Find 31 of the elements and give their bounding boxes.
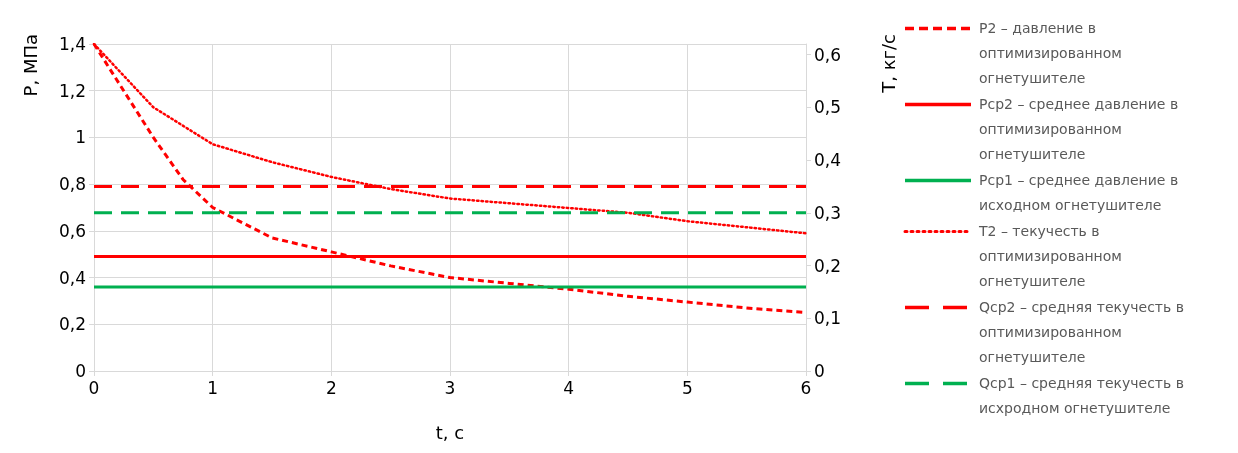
x-axis-title: t, с bbox=[435, 421, 465, 443]
y-tick-label: 1,4 bbox=[58, 34, 86, 54]
x-tick-label: 3 bbox=[444, 377, 456, 398]
y-axis-title: P, МПа bbox=[19, 34, 41, 97]
y2-tick-label: 0,1 bbox=[814, 308, 842, 329]
x-tick-label: 0 bbox=[88, 377, 100, 398]
y-tick-label: 0 bbox=[75, 361, 86, 381]
y-tick-label: 0,4 bbox=[58, 267, 86, 288]
legend-label: Pср2 – среднее давление в оптимизированном огнетушителе bbox=[979, 95, 1180, 164]
y-tick-label: 0,8 bbox=[58, 174, 86, 195]
y2-tick-label: 0 bbox=[814, 361, 825, 381]
x-tick-label: 1 bbox=[207, 377, 219, 398]
legend-label: Qср1 – средняя текучесть в исхродном огнетушителе bbox=[979, 374, 1185, 418]
x-tick-label: 2 bbox=[325, 377, 337, 398]
y2-tick-label: 0,5 bbox=[814, 97, 842, 118]
y2-tick-label: 0,6 bbox=[814, 44, 842, 65]
x-tick-label: 4 bbox=[563, 377, 575, 398]
legend-label: P2 – давление в оптимизированном огнетушителе bbox=[979, 19, 1123, 88]
legend-label: Pср1 – среднее давление в исходном огнетушителе bbox=[979, 171, 1180, 215]
y2-axis-title: T, кг/с bbox=[877, 34, 899, 94]
y-tick-label: 0,2 bbox=[58, 314, 86, 335]
y-tick-label: 0,6 bbox=[58, 220, 86, 241]
y-tick-label: 1,2 bbox=[58, 80, 86, 101]
x-tick-label: 5 bbox=[681, 377, 693, 398]
x-tick-label: 6 bbox=[800, 377, 812, 398]
y-tick-label: 1 bbox=[75, 127, 86, 148]
legend-label: Qср2 – средняя текучесть в оптимизированном огнетушителе bbox=[979, 298, 1185, 367]
y2-tick-label: 0,3 bbox=[814, 202, 842, 223]
y2-tick-label: 0,4 bbox=[814, 150, 842, 171]
legend-label: T2 – текучесть в оптимизированном огнетушителе bbox=[979, 222, 1123, 291]
y2-tick-label: 0,2 bbox=[814, 255, 842, 276]
